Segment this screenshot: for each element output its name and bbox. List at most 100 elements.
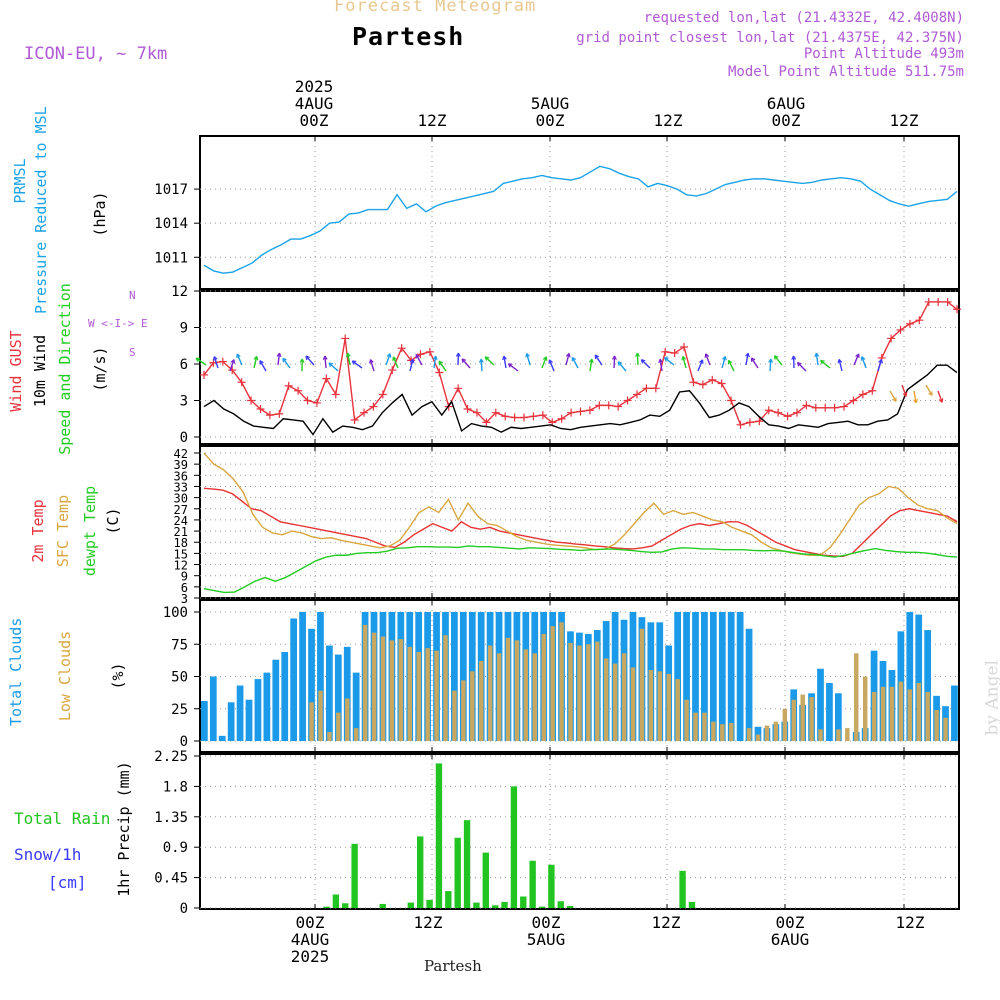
wind-direction-arrow	[305, 355, 315, 366]
precip-bar	[538, 906, 546, 908]
low-cloud-bar	[389, 640, 395, 741]
wind-direction-arrowhead	[663, 357, 669, 362]
low-cloud-bar	[621, 653, 627, 741]
low-cloud-bar	[550, 626, 555, 741]
gust-marker	[915, 316, 924, 325]
total-cloud-bar	[451, 612, 458, 741]
precip-bar	[529, 860, 536, 908]
gust-marker	[868, 386, 877, 395]
low-cloud-bar	[898, 681, 904, 741]
y-tick-label: 36	[174, 469, 188, 483]
precip-bar	[473, 902, 480, 908]
total-cloud-bar	[736, 612, 744, 741]
gust-marker	[501, 412, 510, 421]
gust-marker	[670, 349, 679, 358]
wind-direction-arrow	[797, 362, 807, 372]
total-cloud-bar	[290, 618, 298, 741]
precip-bar	[407, 902, 415, 908]
wind-direction-arrow	[541, 356, 547, 369]
bottom-time-label: 00Z 5AUG	[526, 913, 566, 949]
y-tick-label: 0.45	[154, 871, 188, 887]
gust-marker	[557, 414, 566, 423]
y-tick-label: 15	[174, 547, 188, 561]
wind-direction-arrowhead	[681, 355, 687, 361]
gust-marker	[905, 319, 914, 328]
gust-marker	[312, 398, 321, 407]
y-tick-label: 27	[174, 503, 188, 517]
gust-marker	[247, 396, 256, 405]
wind-direction-arrow	[705, 353, 711, 366]
precip-bar	[426, 899, 433, 908]
gust-marker	[331, 390, 340, 399]
gust-marker	[322, 374, 331, 383]
low-cloud-bar	[532, 653, 538, 741]
gust-marker	[585, 406, 594, 415]
y-tick-label: 0.9	[163, 840, 188, 856]
wind-direction-arrow	[838, 359, 843, 372]
y-tick-label: 24	[174, 514, 188, 528]
y-tick-label: 18	[174, 536, 188, 550]
wind-direction-arrow	[664, 357, 675, 366]
gust-marker	[680, 342, 689, 351]
wind-direction-arrow	[480, 358, 483, 372]
low-cloud-bar	[720, 724, 725, 741]
low-cloud-bar	[871, 691, 877, 741]
gust-marker	[369, 402, 378, 411]
wind-direction-arrow	[253, 356, 258, 369]
wind-direction-arrowhead	[878, 359, 883, 364]
low-cloud-bar	[479, 661, 484, 741]
gust-marker	[849, 396, 858, 405]
y-tick-label: 1.35	[154, 810, 188, 826]
low-cloud-bar	[648, 670, 654, 741]
dewpt-line	[203, 545, 958, 594]
rain-label: Total Rain	[14, 809, 111, 828]
wind-direction-arrow	[697, 359, 704, 372]
wind-direction-arrowhead	[415, 353, 420, 359]
y-tick-label: 2.25	[154, 749, 188, 765]
sfc-temp-line	[203, 452, 958, 556]
wind-direction-arrow	[659, 359, 663, 372]
y-tick-label: 1.8	[163, 779, 188, 795]
wind-direction-arrow	[213, 356, 219, 369]
wind-direction-arrowhead	[913, 398, 918, 404]
wind-direction-arrowhead	[612, 355, 617, 360]
top-time-label: 5AUG 00Z	[530, 94, 570, 130]
top-time-label: 12Z	[417, 111, 447, 130]
wind-direction-arrow	[259, 360, 267, 372]
low-cloud-bar	[452, 690, 457, 741]
wind-direction-arrowhead	[768, 358, 774, 363]
gust-marker	[623, 396, 632, 405]
precip-bar	[566, 905, 574, 908]
low-cloud-bar	[559, 622, 564, 741]
low-cloud-bar	[702, 712, 707, 741]
total-cloud-bar	[352, 672, 360, 741]
wind-direction-arrow	[877, 359, 883, 372]
wind-direction-arrow	[347, 353, 351, 366]
bottom-time-label: 12Z	[651, 913, 681, 932]
precip-bar	[417, 836, 424, 908]
wind-direction-arrow	[594, 354, 603, 366]
bottom-location: Partesh	[424, 957, 482, 975]
total-cloud-bar	[709, 612, 717, 741]
y-tick-label: 39	[174, 458, 188, 472]
y-tick-label: 12	[171, 284, 188, 300]
low-cloud-bar	[746, 728, 752, 741]
wind-direction-arrowhead	[484, 356, 490, 361]
wind-direction-arrow	[282, 357, 291, 369]
gust-marker	[887, 334, 896, 343]
precip-bar	[520, 896, 527, 908]
low-cloud-bar	[487, 645, 493, 741]
wind-direction-arrowhead	[892, 397, 897, 402]
wind-direction-arrow	[277, 353, 281, 366]
gust-marker	[632, 390, 641, 399]
total-cloud-bar	[951, 685, 958, 741]
low-cloud-bar	[541, 633, 546, 741]
precip-bar	[351, 843, 358, 908]
total-cloud-bar	[924, 630, 932, 741]
wind-direction-arrow	[589, 359, 593, 372]
low-cloud-bar	[470, 671, 475, 741]
low-cloud-bar	[675, 679, 680, 741]
wind-direction-arrowhead	[722, 356, 727, 361]
requested-coords: requested lon,lat (21.4332E, 42.4008N)	[643, 10, 964, 26]
low-cloud-bar	[880, 686, 886, 741]
